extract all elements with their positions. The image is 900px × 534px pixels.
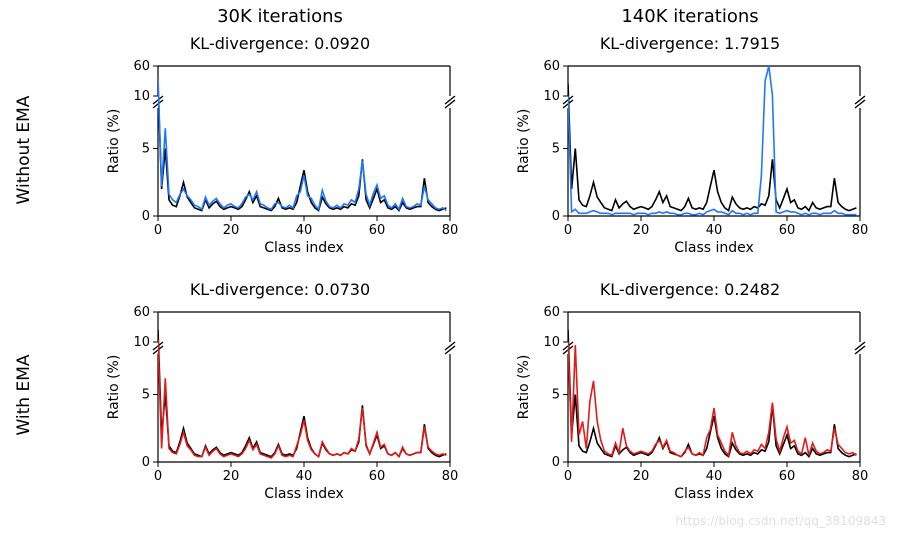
svg-text:Class index: Class index	[674, 240, 754, 256]
svg-text:80: 80	[852, 469, 869, 484]
svg-text:0: 0	[564, 223, 572, 238]
panel-p10: KL-divergence: 0.0730 0 20 40 60 80 0 5 10 60 Clas…	[100, 280, 460, 505]
svg-text:5: 5	[552, 388, 560, 403]
svg-text:20: 20	[633, 469, 650, 484]
svg-text:0: 0	[564, 469, 572, 484]
series-ground-truth	[568, 84, 856, 211]
svg-text:40: 40	[296, 223, 313, 238]
svg-text:0: 0	[552, 455, 560, 470]
row-label-1: With EMA	[14, 295, 34, 495]
svg-text:0: 0	[154, 469, 162, 484]
svg-text:10: 10	[543, 335, 560, 350]
panel-title: KL-divergence: 0.0920	[100, 34, 460, 53]
svg-text:10: 10	[133, 335, 150, 350]
panel-plot: 0 20 40 60 80 0 5 10 60 Class index Ratio (%)	[510, 302, 870, 502]
svg-text:10: 10	[133, 89, 150, 104]
col-title-1: 140K iterations	[510, 6, 870, 27]
watermark-text: https://blog.csdn.net/qq_38109843	[675, 514, 886, 528]
series-model	[568, 66, 856, 215]
series-model	[158, 78, 446, 211]
panel-p01: KL-divergence: 1.7915 0 20 40 60 80 0 5 10 60 Clas…	[510, 34, 870, 259]
svg-text:80: 80	[852, 223, 869, 238]
svg-text:60: 60	[133, 59, 150, 74]
series-ground-truth	[568, 330, 856, 457]
svg-text:40: 40	[296, 469, 313, 484]
svg-text:Ratio (%): Ratio (%)	[516, 109, 532, 174]
series-model	[158, 340, 446, 458]
svg-text:60: 60	[543, 59, 560, 74]
svg-text:Ratio (%): Ratio (%)	[106, 109, 122, 174]
panel-plot: 0 20 40 60 80 0 5 10 60 Class index Ratio (%)	[100, 302, 460, 502]
svg-text:60: 60	[133, 305, 150, 320]
series-ground-truth	[158, 84, 446, 211]
col-title-0: 30K iterations	[100, 6, 460, 27]
svg-text:Ratio (%): Ratio (%)	[106, 355, 122, 420]
svg-text:20: 20	[633, 223, 650, 238]
svg-text:60: 60	[543, 305, 560, 320]
svg-text:80: 80	[442, 223, 459, 238]
svg-text:60: 60	[779, 223, 796, 238]
series-model	[568, 342, 856, 457]
svg-text:5: 5	[552, 142, 560, 157]
svg-text:80: 80	[442, 469, 459, 484]
svg-text:Ratio (%): Ratio (%)	[516, 355, 532, 420]
svg-text:5: 5	[142, 142, 150, 157]
panel-title: KL-divergence: 0.2482	[510, 280, 870, 299]
svg-text:Class index: Class index	[264, 240, 344, 256]
panel-p11: KL-divergence: 0.2482 0 20 40 60 80 0 5 10 60 Clas…	[510, 280, 870, 505]
row-label-0: Without EMA	[14, 50, 34, 250]
svg-text:0: 0	[142, 455, 150, 470]
svg-text:0: 0	[142, 209, 150, 224]
svg-text:40: 40	[706, 223, 723, 238]
svg-text:Class index: Class index	[674, 486, 754, 502]
svg-text:60: 60	[369, 223, 386, 238]
panel-plot: 0 20 40 60 80 0 5 10 60 Class index Ratio (%)	[100, 56, 460, 256]
svg-text:10: 10	[543, 89, 560, 104]
svg-text:60: 60	[369, 469, 386, 484]
panel-title: KL-divergence: 1.7915	[510, 34, 870, 53]
series-ground-truth	[158, 330, 446, 457]
svg-text:Class index: Class index	[264, 486, 344, 502]
svg-text:20: 20	[223, 469, 240, 484]
panel-plot: 0 20 40 60 80 0 5 10 60 Class index Ratio (%)	[510, 56, 870, 256]
svg-text:5: 5	[142, 388, 150, 403]
panel-title: KL-divergence: 0.0730	[100, 280, 460, 299]
svg-text:60: 60	[779, 469, 796, 484]
svg-text:0: 0	[552, 209, 560, 224]
svg-text:20: 20	[223, 223, 240, 238]
svg-text:40: 40	[706, 469, 723, 484]
svg-text:0: 0	[154, 223, 162, 238]
figure-root: 30K iterations 140K iterations Without E…	[0, 0, 900, 534]
panel-p00: KL-divergence: 0.0920 0 20 40 60 80 0 5 10 60 Clas…	[100, 34, 460, 259]
